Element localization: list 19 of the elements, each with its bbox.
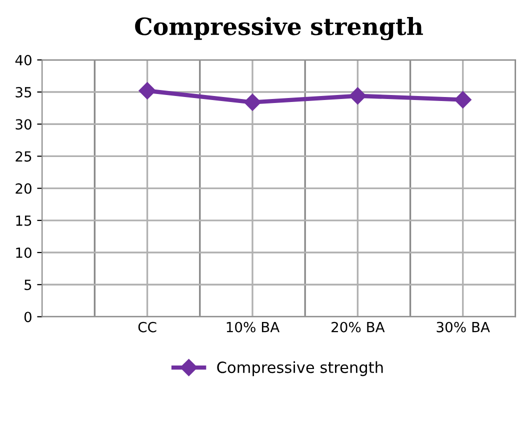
y-tick-label: 20 bbox=[16, 183, 32, 194]
point bbox=[244, 94, 262, 111]
y-tick-label: 15 bbox=[16, 216, 32, 226]
y-tick-label: 0 bbox=[24, 312, 32, 322]
legend-label: Compressive strength bbox=[217, 361, 383, 376]
x-tick-label: 20% BA bbox=[332, 322, 385, 332]
x-tick-label: 10% BA bbox=[226, 322, 280, 332]
point bbox=[138, 82, 156, 100]
point bbox=[349, 87, 366, 104]
x-tick-label: 30% BA bbox=[436, 322, 490, 332]
y-tick-label: 30 bbox=[16, 119, 32, 130]
point bbox=[454, 91, 472, 108]
y-tick-label: 40 bbox=[15, 54, 32, 66]
y-tick-label: 25 bbox=[16, 151, 32, 162]
y-tick-label: 5 bbox=[24, 280, 32, 290]
x-tick-label: CC bbox=[138, 322, 156, 332]
chart-title: Compressive strength bbox=[135, 16, 423, 40]
y-tick-label: 35 bbox=[16, 86, 32, 98]
y-tick-label: 10 bbox=[16, 247, 32, 258]
